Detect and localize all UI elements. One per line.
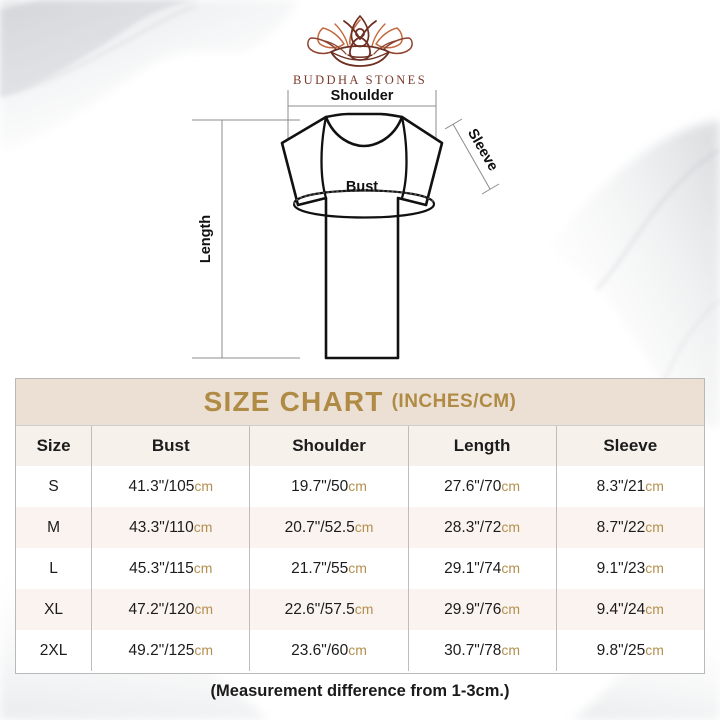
cell-shoulder: 19.7"/50cm bbox=[249, 466, 409, 507]
tshirt-diagram-svg: Shoulder Bust Length Sleeve bbox=[192, 88, 501, 360]
label-bust: Bust bbox=[346, 179, 378, 195]
table-header-row: Size Bust Shoulder Length Sleeve bbox=[16, 426, 704, 466]
cell-length: 28.3"/72cm bbox=[408, 507, 557, 548]
cell-length: 29.9"/76cm bbox=[408, 589, 557, 630]
cell-bust: 41.3"/105cm bbox=[91, 466, 251, 507]
cell-length: 30.7"/78cm bbox=[408, 630, 557, 671]
size-chart-title: SIZE CHART bbox=[203, 386, 384, 417]
size-chart-table: Size Bust Shoulder Length Sleeve S 41.3"… bbox=[16, 426, 704, 671]
size-chart-units: (INCHES/CM) bbox=[391, 391, 517, 412]
label-shoulder: Shoulder bbox=[331, 88, 394, 104]
cell-size: 2XL bbox=[16, 630, 93, 671]
brand-logo: BUDDHA STONES bbox=[0, 8, 720, 88]
cell-bust: 43.3"/110cm bbox=[91, 507, 251, 548]
cell-size: M bbox=[16, 507, 93, 548]
label-length: Length bbox=[198, 215, 214, 263]
cell-shoulder: 20.7"/52.5cm bbox=[249, 507, 409, 548]
cell-length: 27.6"/70cm bbox=[408, 466, 557, 507]
cell-sleeve: 8.7"/22cm bbox=[596, 518, 664, 536]
cell-shoulder: 23.6"/60cm bbox=[249, 630, 409, 671]
table-row: L 45.3"/115cm 21.7"/55cm 29.1"/74cm 9.1"… bbox=[16, 548, 704, 589]
cell-shoulder: 22.6"/57.5cm bbox=[249, 589, 409, 630]
tshirt-measurement-diagram: Shoulder Bust Length Sleeve bbox=[0, 86, 720, 376]
lotus-meditation-icon bbox=[307, 15, 413, 67]
cell-bust: 47.2"/120cm bbox=[91, 589, 251, 630]
table-row: 2XL 49.2"/125cm 23.6"/60cm 30.7"/78cm 9.… bbox=[16, 630, 704, 671]
cell-shoulder: 21.7"/55cm bbox=[249, 548, 409, 589]
column-header-length: Length bbox=[408, 426, 557, 466]
column-header-size: Size bbox=[16, 426, 93, 466]
cell-sleeve: 8.3"/21cm bbox=[596, 477, 664, 495]
brand-name: BUDDHA STONES bbox=[292, 73, 428, 87]
cell-sleeve: 9.1"/23cm bbox=[596, 559, 664, 577]
size-chart-title-bar: SIZE CHART (INCHES/CM) bbox=[16, 379, 704, 426]
label-sleeve: Sleeve bbox=[464, 126, 501, 174]
column-header-shoulder: Shoulder bbox=[249, 426, 409, 466]
cell-size: S bbox=[16, 466, 93, 507]
table-row: XL 47.2"/120cm 22.6"/57.5cm 29.9"/76cm 9… bbox=[16, 589, 704, 630]
cell-sleeve: 9.4"/24cm bbox=[596, 600, 664, 618]
measurement-disclaimer: (Measurement difference from 1-3cm.) bbox=[210, 682, 510, 700]
cell-bust: 45.3"/115cm bbox=[91, 548, 251, 589]
column-header-bust: Bust bbox=[91, 426, 251, 466]
table-row: S 41.3"/105cm 19.7"/50cm 27.6"/70cm 8.3"… bbox=[16, 466, 704, 507]
table-row: M 43.3"/110cm 20.7"/52.5cm 28.3"/72cm 8.… bbox=[16, 507, 704, 548]
cell-bust: 49.2"/125cm bbox=[91, 630, 251, 671]
cell-size: XL bbox=[16, 589, 93, 630]
size-chart-panel: SIZE CHART (INCHES/CM) Size Bust Shoulde… bbox=[15, 378, 705, 674]
cell-length: 29.1"/74cm bbox=[408, 548, 557, 589]
cell-sleeve: 9.8"/25cm bbox=[596, 641, 664, 659]
cell-size: L bbox=[16, 548, 93, 589]
column-header-sleeve: Sleeve bbox=[556, 426, 704, 466]
